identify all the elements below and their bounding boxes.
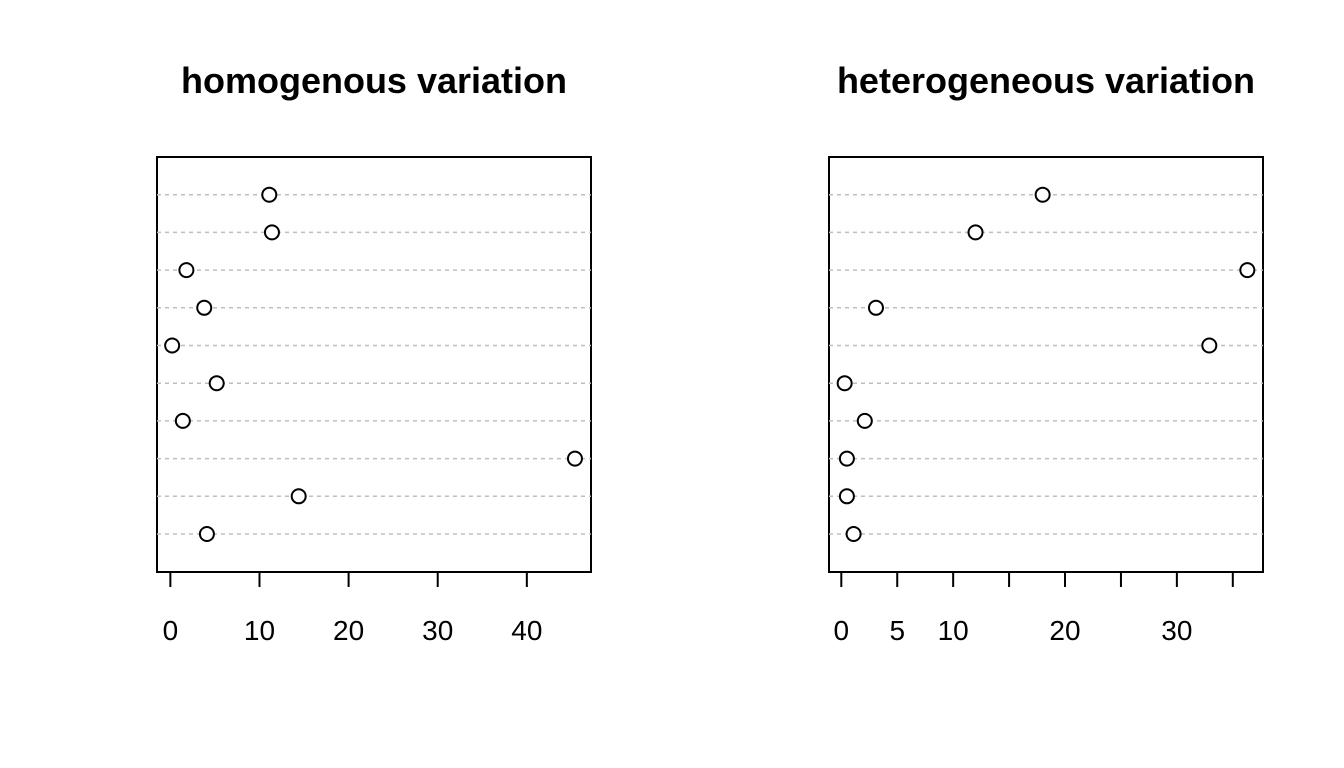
data-point xyxy=(208,375,225,392)
data-point xyxy=(261,186,278,203)
x-tick-label: 30 xyxy=(422,615,453,646)
panel-title: heterogeneous variation xyxy=(837,60,1255,101)
data-point xyxy=(838,450,855,467)
x-tick-label: 40 xyxy=(511,615,542,646)
data-point xyxy=(1201,337,1218,354)
plot-frame xyxy=(828,156,1264,573)
heterogeneous-panel: heterogeneous variation 0 5 10 20 30 xyxy=(828,60,1264,646)
data-point xyxy=(198,526,215,542)
data-point xyxy=(566,450,583,467)
x-tick-label: 10 xyxy=(244,615,275,646)
data-point xyxy=(196,299,213,316)
x-tick-label: 0 xyxy=(163,615,179,646)
data-point xyxy=(174,412,191,429)
data-point xyxy=(1239,262,1256,279)
x-tick-label: 20 xyxy=(333,615,364,646)
data-point xyxy=(290,488,307,505)
data-point xyxy=(263,224,280,241)
data-point xyxy=(856,412,873,429)
plot-frame xyxy=(156,156,592,573)
data-point xyxy=(178,262,195,279)
data-point xyxy=(1034,186,1051,203)
data-point xyxy=(164,337,181,354)
x-tick-label: 30 xyxy=(1161,615,1192,646)
homogenous-panel: homogenous variation 0 10 20 30 40 xyxy=(156,60,592,646)
x-tick-label: 10 xyxy=(938,615,969,646)
x-tick-label: 20 xyxy=(1049,615,1080,646)
data-point xyxy=(845,526,862,542)
data-point xyxy=(967,224,984,241)
data-point xyxy=(836,375,853,392)
x-tick-label: 5 xyxy=(889,615,905,646)
x-tick-label: 0 xyxy=(834,615,850,646)
data-point xyxy=(867,299,884,316)
data-point xyxy=(838,488,855,505)
panel-title: homogenous variation xyxy=(181,60,567,101)
